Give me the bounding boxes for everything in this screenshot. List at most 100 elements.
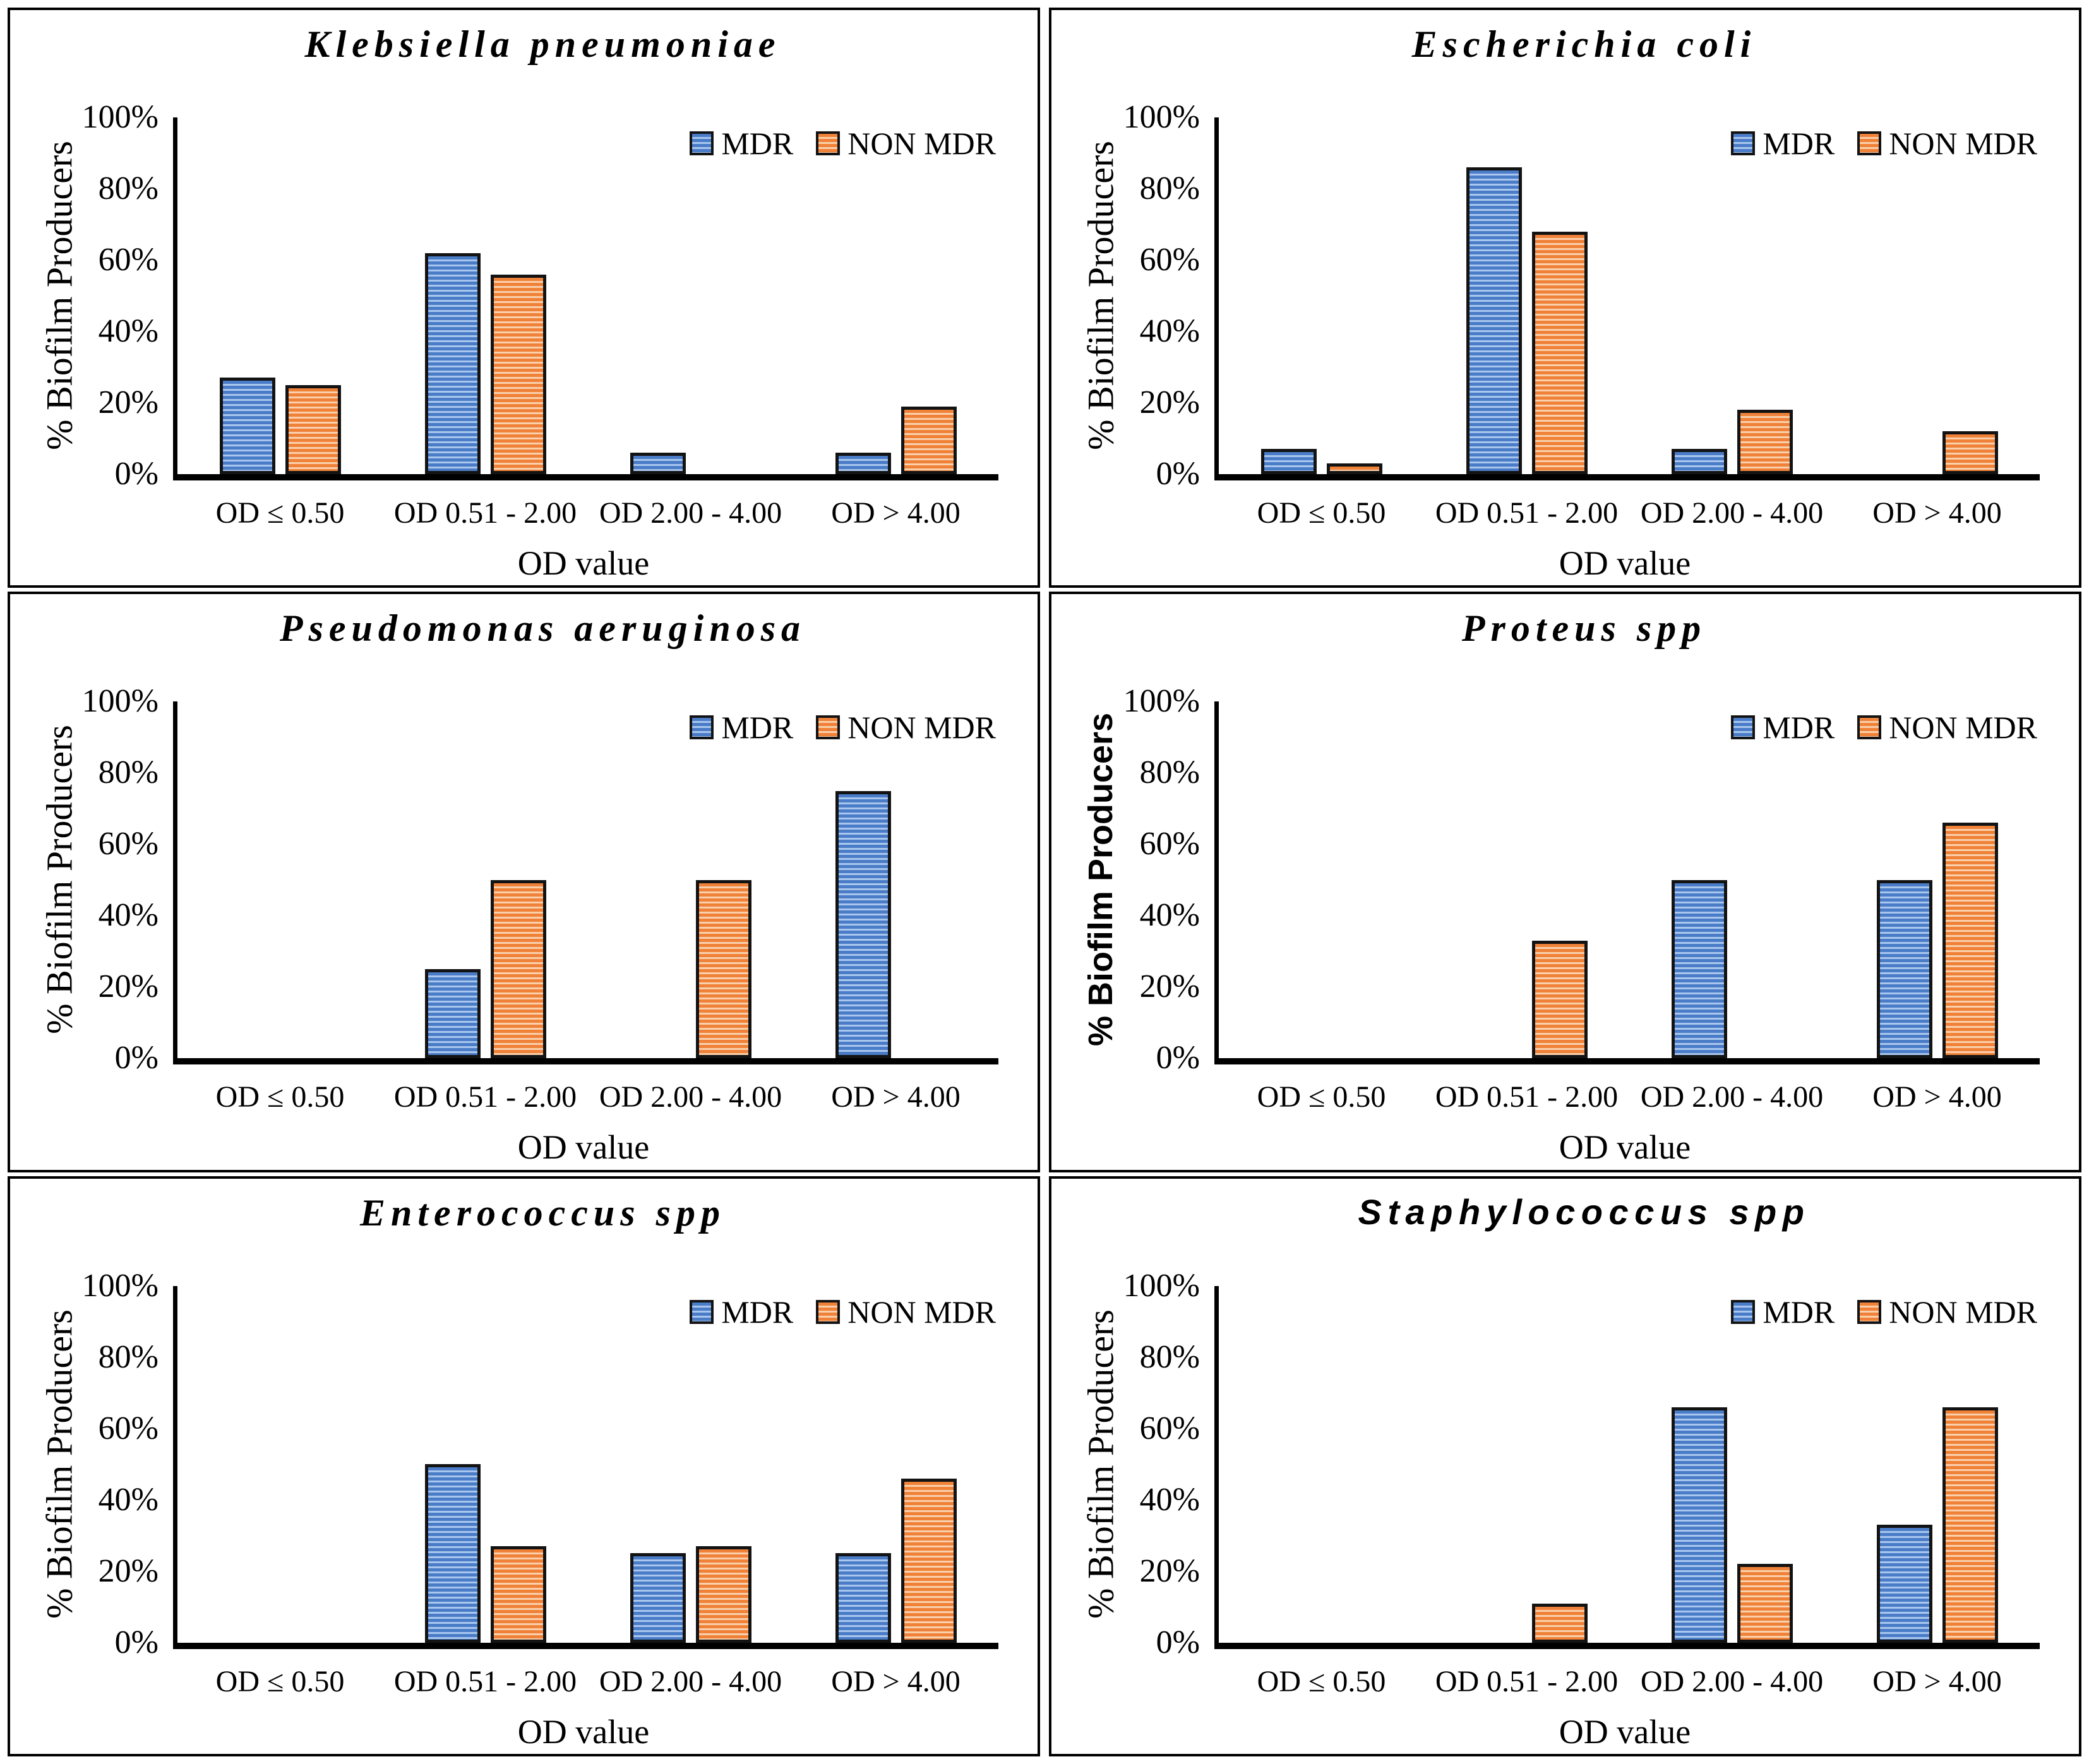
- bar-mdr: [835, 790, 891, 1059]
- legend-swatch-non_mdr-icon: [1857, 1299, 1882, 1324]
- legend-swatch-non_mdr-icon: [1857, 715, 1882, 740]
- plot-area: 0% 20% 40% 60% 80% 100% OD ≤ 0.50 OD 0.51 - 2.0…: [82, 1269, 998, 1698]
- x-axis-title: OD value: [1559, 1712, 1691, 1751]
- legend-item-non_mdr: NON MDR: [816, 125, 996, 162]
- y-tick-label: 60%: [98, 1410, 159, 1446]
- category-label: OD > 4.00: [831, 1664, 961, 1698]
- x-axis-title: OD value: [1559, 544, 1691, 582]
- y-tick-label: 0%: [114, 1040, 159, 1076]
- y-tick-label: 20%: [1139, 968, 1200, 1005]
- bar-non_mdr: [695, 879, 751, 1059]
- category-label: OD ≤ 0.50: [1257, 1080, 1386, 1114]
- legend-item-non_mdr: NON MDR: [1857, 1294, 2037, 1330]
- bar-mdr: [835, 453, 891, 474]
- legend-label: MDR: [1763, 126, 1835, 161]
- category-label: OD 2.00 - 4.00: [599, 496, 782, 530]
- legend-item-mdr: MDR: [1731, 1294, 1835, 1330]
- legend-item-mdr: MDR: [1731, 709, 1835, 746]
- category-label: OD 0.51 - 2.00: [393, 1664, 577, 1698]
- bar-mdr: [630, 453, 686, 474]
- y-tick-label: 0%: [114, 1624, 159, 1660]
- bar-non_mdr: [1942, 431, 1998, 474]
- y-tick-label: 80%: [98, 170, 159, 206]
- bar-mdr: [424, 253, 481, 474]
- legend-label: NON MDR: [847, 1294, 996, 1330]
- bar-mdr: [1671, 449, 1727, 474]
- legend-label: MDR: [721, 1294, 794, 1330]
- y-tick-label: 0%: [1156, 1624, 1200, 1660]
- y-tick-label: 60%: [1139, 826, 1200, 862]
- legend-label: NON MDR: [1889, 1294, 2037, 1330]
- bar-non_mdr: [695, 1546, 751, 1643]
- legend: MDR NON MDR: [690, 125, 996, 162]
- category-label: OD 0.51 - 2.00: [1435, 1664, 1619, 1698]
- y-tick-label: 60%: [1139, 1410, 1200, 1446]
- y-tick-label: 100%: [1123, 683, 1200, 720]
- bar-non_mdr: [490, 1546, 546, 1643]
- category-label: OD 0.51 - 2.00: [1435, 496, 1619, 530]
- plot-area: 0% 20% 40% 60% 80% 100% OD ≤ 0.50 OD 0.51 - 2.0…: [82, 101, 998, 530]
- y-tick-label: 80%: [1139, 754, 1200, 791]
- bar-mdr: [424, 1464, 481, 1643]
- legend: MDR NON MDR: [1731, 125, 2037, 162]
- legend-swatch-mdr-icon: [1731, 1299, 1756, 1324]
- bar-non_mdr: [901, 1478, 957, 1643]
- category-label: OD ≤ 0.50: [1257, 496, 1386, 530]
- bar-mdr: [630, 1553, 686, 1643]
- category-label: OD 2.00 - 4.00: [1640, 1664, 1824, 1698]
- legend: MDR NON MDR: [1731, 1294, 2037, 1330]
- legend: MDR NON MDR: [690, 709, 996, 746]
- legend-label: NON MDR: [1889, 126, 2037, 161]
- legend-swatch-non_mdr-icon: [816, 1299, 841, 1324]
- category-label: OD ≤ 0.50: [215, 496, 345, 530]
- y-tick-label: 100%: [81, 99, 159, 135]
- bar-mdr: [1466, 167, 1522, 474]
- bar-non_mdr: [285, 384, 341, 474]
- category-label: OD > 4.00: [831, 496, 961, 530]
- category-label: OD ≤ 0.50: [215, 1664, 345, 1698]
- bar-non_mdr: [1942, 1407, 1998, 1643]
- y-tick-label: 0%: [1156, 1040, 1200, 1076]
- y-tick-label: 40%: [98, 1481, 159, 1518]
- bar-mdr: [1671, 879, 1727, 1059]
- legend-label: NON MDR: [847, 710, 996, 746]
- legend-item-mdr: MDR: [1731, 125, 1835, 162]
- x-axis-title: OD value: [517, 1128, 650, 1167]
- category-label: OD > 4.00: [1872, 496, 2002, 530]
- y-tick-label: 20%: [98, 384, 159, 420]
- y-tick-label: 80%: [98, 1338, 159, 1375]
- y-tick-label: 80%: [1139, 1338, 1200, 1375]
- plot-area: 0% 20% 40% 60% 80% 100% OD ≤ 0.50 OD 0.51 - 2.0…: [82, 685, 998, 1114]
- legend-label: MDR: [1763, 1294, 1835, 1330]
- legend-swatch-non_mdr-icon: [816, 131, 841, 155]
- category-label: OD 0.51 - 2.00: [1435, 1080, 1619, 1114]
- plot-area: 0% 20% 40% 60% 80% 100% OD ≤ 0.50 OD 0.51 - 2.0…: [1123, 1269, 2040, 1698]
- plot-area: 0% 20% 40% 60% 80% 100% OD ≤ 0.50 OD 0.51 - 2.0…: [1123, 685, 2040, 1114]
- category-label: OD 2.00 - 4.00: [599, 1664, 782, 1698]
- bar-non_mdr: [1942, 823, 1998, 1059]
- y-tick-label: 100%: [81, 1267, 159, 1304]
- x-axis-title: OD value: [517, 1712, 650, 1751]
- chart-title: Klebsiella pneumoniae: [304, 23, 781, 65]
- x-axis-title: OD value: [517, 544, 650, 582]
- chart-panel-enterococcus-spp: Enterococcus spp % Biofilm Producers 0% 2…: [8, 1176, 1040, 1756]
- legend-label: MDR: [721, 710, 794, 746]
- y-tick-label: 40%: [1139, 1481, 1200, 1518]
- category-label: OD > 4.00: [831, 1080, 961, 1114]
- bar-mdr: [1671, 1407, 1727, 1643]
- y-tick-label: 80%: [98, 754, 159, 791]
- legend-swatch-mdr-icon: [1731, 131, 1756, 155]
- legend-swatch-mdr-icon: [690, 715, 714, 740]
- y-tick-label: 100%: [81, 683, 159, 720]
- legend-item-mdr: MDR: [690, 125, 793, 162]
- legend-item-mdr: MDR: [690, 1294, 793, 1330]
- bar-non_mdr: [1737, 410, 1793, 474]
- legend-item-non_mdr: NON MDR: [816, 709, 996, 746]
- bar-non_mdr: [490, 879, 546, 1059]
- chart-title: Escherichia coli: [1411, 23, 1757, 65]
- y-tick-label: 0%: [1156, 456, 1200, 492]
- chart-title: Pseudomonas aeruginosa: [279, 607, 806, 650]
- legend-item-non_mdr: NON MDR: [1857, 709, 2037, 746]
- legend: MDR NON MDR: [1731, 709, 2037, 746]
- bar-non_mdr: [901, 406, 957, 474]
